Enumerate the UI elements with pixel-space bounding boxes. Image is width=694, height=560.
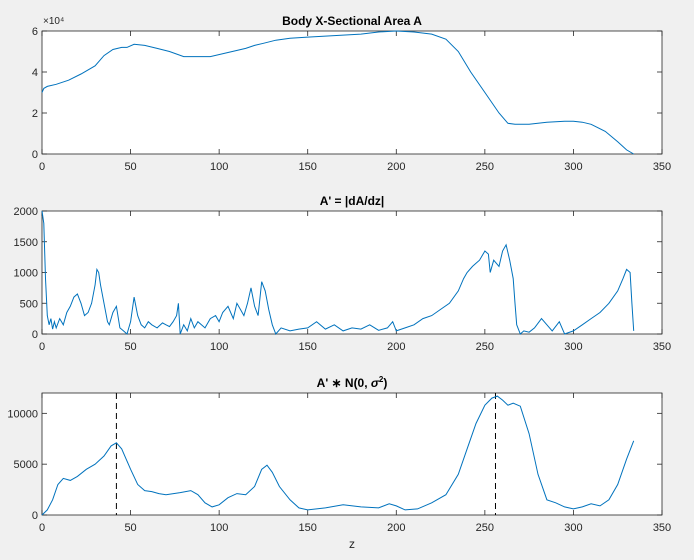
x-tick-label: 200 — [387, 161, 405, 173]
x-tick-label: 350 — [653, 341, 671, 353]
x-tick-label: 100 — [210, 161, 228, 173]
x-tick-label: 0 — [39, 341, 45, 353]
x-tick-label: 100 — [210, 341, 228, 353]
x-tick-label: 50 — [124, 341, 136, 353]
y-tick-label: 0 — [32, 149, 38, 161]
y-exponent-label: ×10⁴ — [43, 16, 64, 27]
plot-area — [41, 210, 663, 335]
x-tick-label: 0 — [39, 522, 45, 534]
chart-panel-2: 0 50 100 150 200 250 300 350 0 500 1000 1500 2000 A' … — [14, 194, 672, 353]
series-line — [41, 395, 635, 516]
y-tick-label: 5000 — [14, 459, 38, 471]
x-tick-label: 300 — [564, 341, 582, 353]
y-tick-label: 2000 — [14, 206, 38, 218]
x-tick-label: 250 — [476, 341, 494, 353]
x-tick-label: 250 — [476, 522, 494, 534]
series-line — [41, 210, 635, 335]
chart-panel-3: 0 50 100 150 200 250 300 350 0 5000 10000 A' ∗ N(0,… — [7, 375, 671, 551]
chart-title: A' ∗ N(0, σ2) — [317, 375, 388, 390]
x-tick-label: 100 — [210, 522, 228, 534]
x-tick-label: 200 — [387, 522, 405, 534]
x-tick-label: 150 — [299, 341, 317, 353]
x-tick-label: 300 — [564, 522, 582, 534]
x-tick-label: 50 — [124, 161, 136, 173]
x-tick-label: 150 — [299, 522, 317, 534]
x-tick-label: 150 — [299, 161, 317, 173]
y-tick-label: 0 — [32, 329, 38, 341]
y-tick-label: 10000 — [7, 408, 38, 420]
x-tick-label: 50 — [124, 522, 136, 534]
y-tick-label: 2 — [32, 108, 38, 120]
x-tick-label: 350 — [653, 161, 671, 173]
y-tick-label: 6 — [32, 26, 38, 38]
x-tick-label: 350 — [653, 522, 671, 534]
chart-title: A' = |dA/dz| — [320, 194, 385, 208]
chart-title: Body X-Sectional Area A — [282, 14, 422, 28]
x-axis-label: z — [349, 537, 355, 551]
x-tick-label: 300 — [564, 161, 582, 173]
chart-panel-1: 0 50 100 150 200 250 300 350 0 2 4 6 ×10⁴ Body X-Sect… — [32, 14, 671, 173]
y-tick-label: 1000 — [14, 268, 38, 280]
y-tick-label: 0 — [32, 510, 38, 522]
y-tick-label: 4 — [32, 67, 38, 79]
y-tick-label: 500 — [20, 298, 38, 310]
x-tick-label: 200 — [387, 341, 405, 353]
x-tick-label: 0 — [39, 161, 45, 173]
x-tick-label: 250 — [476, 161, 494, 173]
y-tick-label: 1500 — [14, 237, 38, 249]
plot-area — [41, 392, 663, 516]
series-line — [41, 30, 634, 155]
plot-area — [41, 30, 663, 155]
